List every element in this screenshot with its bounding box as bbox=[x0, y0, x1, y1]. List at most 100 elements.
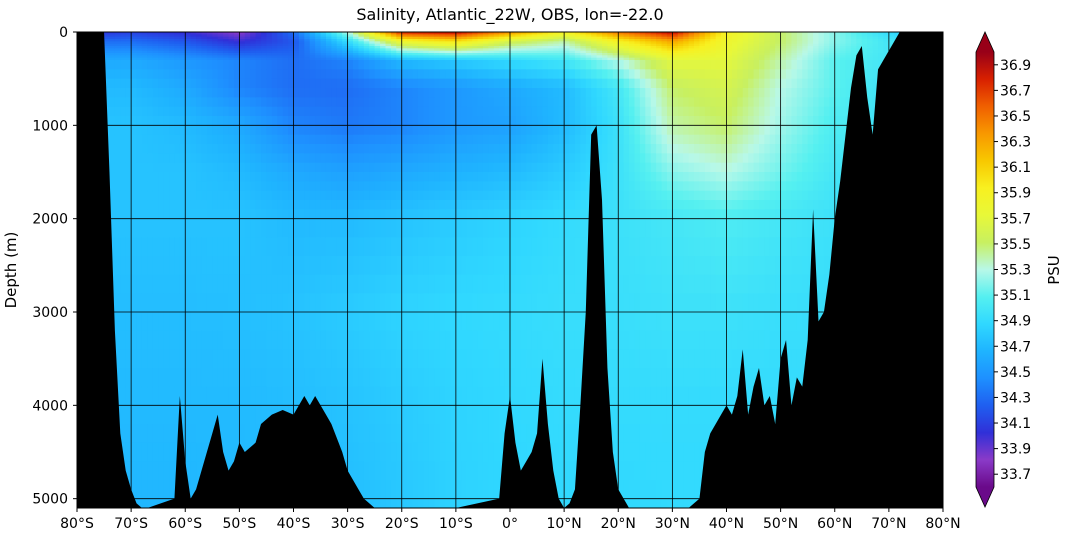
salinity-cell bbox=[580, 107, 586, 117]
salinity-cell bbox=[326, 60, 332, 70]
salinity-cell bbox=[369, 331, 375, 350]
salinity-cell bbox=[553, 219, 559, 238]
salinity-cell bbox=[196, 144, 202, 154]
salinity-cell bbox=[304, 172, 310, 182]
salinity-cell bbox=[618, 60, 624, 70]
salinity-cell bbox=[261, 331, 267, 350]
salinity-cell bbox=[299, 172, 305, 182]
salinity-cell bbox=[651, 107, 657, 117]
salinity-cell bbox=[131, 88, 137, 98]
salinity-cell bbox=[434, 88, 440, 98]
salinity-cell bbox=[196, 293, 202, 312]
salinity-cell bbox=[515, 387, 521, 406]
salinity-cell bbox=[521, 237, 527, 256]
salinity-cell bbox=[212, 191, 218, 201]
salinity-cell bbox=[131, 219, 137, 238]
salinity-cell bbox=[294, 116, 300, 126]
salinity-cell bbox=[553, 79, 559, 89]
salinity-cell bbox=[315, 331, 321, 350]
salinity-cell bbox=[266, 200, 272, 210]
salinity-cell bbox=[277, 144, 283, 154]
salinity-cell bbox=[494, 349, 500, 368]
salinity-cell bbox=[294, 88, 300, 98]
salinity-cell bbox=[353, 443, 359, 462]
salinity-cell bbox=[391, 181, 397, 191]
salinity-cell bbox=[423, 461, 429, 480]
salinity-cell bbox=[445, 275, 451, 294]
salinity-cell bbox=[483, 97, 489, 107]
salinity-cell bbox=[472, 387, 478, 406]
salinity-cell bbox=[218, 256, 224, 275]
salinity-cell bbox=[250, 125, 256, 135]
salinity-cell bbox=[304, 135, 310, 145]
salinity-cell bbox=[423, 181, 429, 191]
salinity-cell bbox=[532, 69, 538, 79]
salinity-cell bbox=[256, 88, 262, 98]
salinity-cell bbox=[434, 480, 440, 499]
salinity-cell bbox=[256, 256, 262, 275]
salinity-cell bbox=[651, 461, 657, 480]
salinity-cell bbox=[109, 60, 115, 70]
salinity-cell bbox=[386, 275, 392, 294]
salinity-cell bbox=[423, 275, 429, 294]
salinity-cell bbox=[537, 219, 543, 238]
salinity-cell bbox=[461, 275, 467, 294]
salinity-cell bbox=[618, 200, 624, 210]
salinity-cell bbox=[261, 312, 267, 331]
salinity-cell bbox=[537, 69, 543, 79]
salinity-cell bbox=[510, 97, 516, 107]
salinity-cell bbox=[467, 480, 473, 499]
salinity-cell bbox=[445, 79, 451, 89]
salinity-cell bbox=[131, 237, 137, 256]
salinity-cell bbox=[245, 349, 251, 368]
salinity-cell bbox=[607, 312, 613, 331]
salinity-cell bbox=[634, 275, 640, 294]
salinity-cell bbox=[607, 200, 613, 210]
salinity-cell bbox=[456, 69, 462, 79]
salinity-cell bbox=[656, 144, 662, 154]
salinity-cell bbox=[299, 116, 305, 126]
salinity-cell bbox=[656, 200, 662, 210]
salinity-cell bbox=[364, 116, 370, 126]
salinity-cell bbox=[602, 116, 608, 126]
salinity-cell bbox=[521, 153, 527, 163]
salinity-cell bbox=[158, 461, 164, 480]
salinity-cell bbox=[510, 293, 516, 312]
salinity-cell bbox=[575, 219, 581, 238]
salinity-cell bbox=[570, 97, 576, 107]
salinity-cell bbox=[483, 107, 489, 117]
salinity-cell bbox=[656, 349, 662, 368]
salinity-cell bbox=[656, 172, 662, 182]
salinity-cell bbox=[331, 69, 337, 79]
salinity-cell bbox=[645, 499, 651, 509]
salinity-cell bbox=[624, 256, 630, 275]
salinity-cell bbox=[445, 125, 451, 135]
salinity-cell bbox=[618, 461, 624, 480]
salinity-cell bbox=[499, 387, 505, 406]
salinity-cell bbox=[391, 60, 397, 70]
salinity-cell bbox=[440, 181, 446, 191]
salinity-cell bbox=[618, 331, 624, 350]
salinity-cell bbox=[158, 349, 164, 368]
salinity-cell bbox=[191, 88, 197, 98]
salinity-cell bbox=[640, 275, 646, 294]
salinity-cell bbox=[634, 135, 640, 145]
salinity-cell bbox=[315, 191, 321, 201]
salinity-cell bbox=[494, 200, 500, 210]
salinity-cell bbox=[207, 172, 213, 182]
salinity-cell bbox=[261, 163, 267, 173]
salinity-cell bbox=[645, 69, 651, 79]
salinity-cell bbox=[115, 116, 121, 126]
salinity-cell bbox=[207, 256, 213, 275]
salinity-cell bbox=[386, 181, 392, 191]
salinity-cell bbox=[310, 368, 316, 387]
salinity-cell bbox=[607, 349, 613, 368]
salinity-cell bbox=[634, 116, 640, 126]
salinity-cell bbox=[440, 405, 446, 424]
salinity-cell bbox=[402, 424, 408, 443]
salinity-cell bbox=[488, 144, 494, 154]
salinity-cell bbox=[331, 312, 337, 331]
salinity-cell bbox=[521, 191, 527, 201]
salinity-cell bbox=[158, 405, 164, 424]
salinity-cell bbox=[456, 144, 462, 154]
